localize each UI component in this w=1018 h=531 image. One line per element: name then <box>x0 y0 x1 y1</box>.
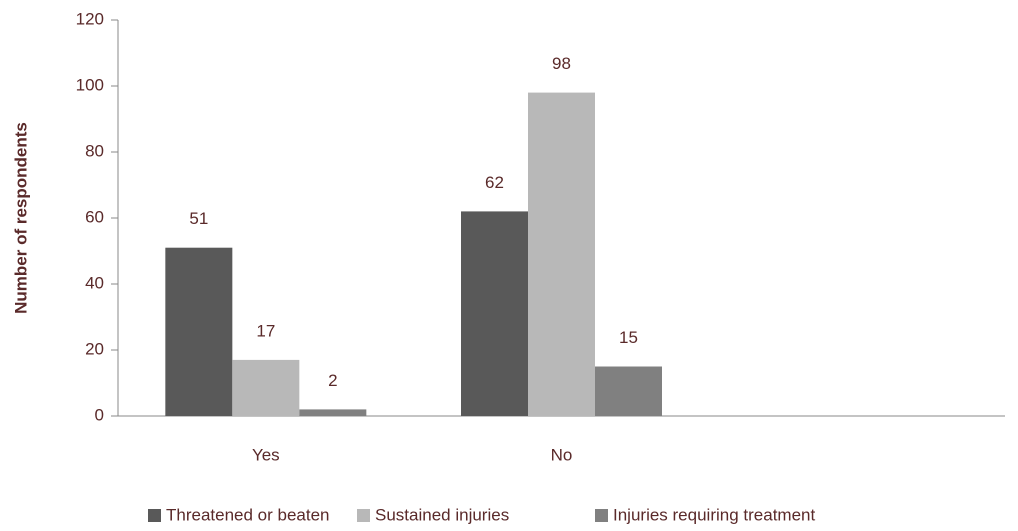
y-tick-label: 20 <box>85 339 104 358</box>
data-label: 15 <box>619 328 638 347</box>
bar <box>461 211 528 416</box>
y-tick-label: 40 <box>85 273 104 292</box>
legend-swatch <box>357 509 370 522</box>
legend-label: Sustained injuries <box>375 505 509 524</box>
legend-swatch <box>148 509 161 522</box>
y-tick-label: 0 <box>95 405 104 424</box>
y-tick-label: 120 <box>76 9 104 28</box>
data-label: 17 <box>256 321 275 340</box>
bar <box>595 366 662 416</box>
bar <box>232 359 300 416</box>
bar <box>528 92 595 416</box>
data-label: 98 <box>552 54 571 73</box>
y-tick-label: 80 <box>85 141 104 160</box>
bar <box>299 409 367 416</box>
x-tick-label: No <box>551 445 573 464</box>
y-axis-title: Number of respondents <box>11 122 30 314</box>
bar <box>165 247 233 416</box>
x-tick-label: Yes <box>252 445 280 464</box>
legend-swatch <box>595 509 608 522</box>
y-tick-label: 60 <box>85 207 104 226</box>
y-tick-label: 100 <box>76 75 104 94</box>
legend-label: Threatened or beaten <box>166 505 330 524</box>
data-label: 2 <box>328 371 337 390</box>
legend-label: Injuries requiring treatment <box>613 505 815 524</box>
data-label: 62 <box>485 173 504 192</box>
data-label: 51 <box>189 209 208 228</box>
